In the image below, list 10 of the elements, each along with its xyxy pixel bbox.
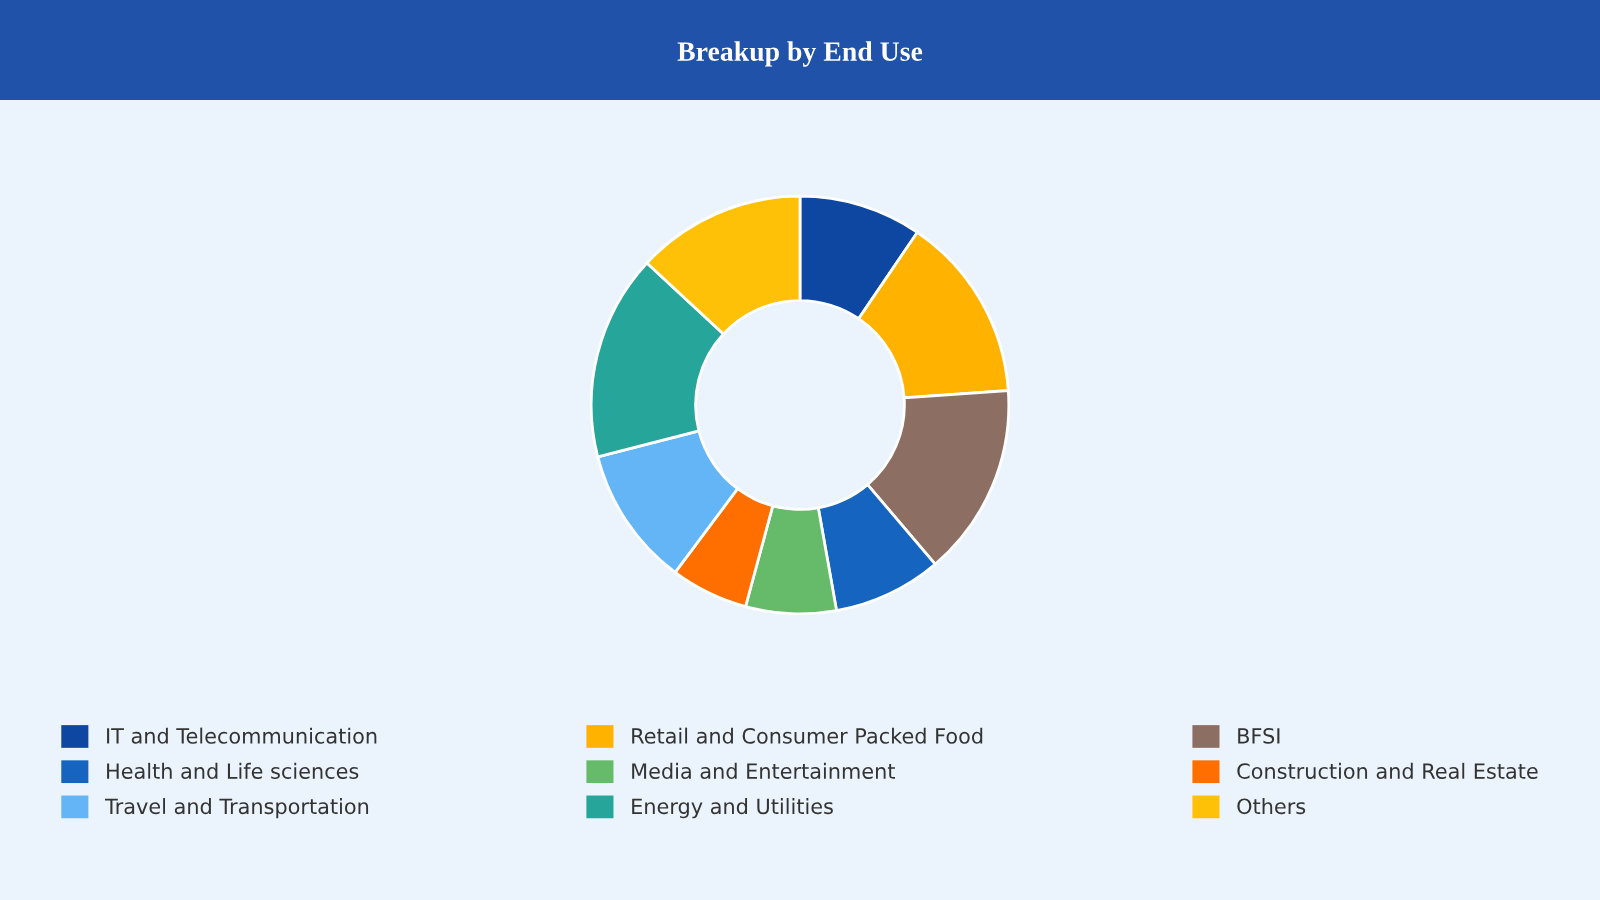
chart-title: Breakup by End Use <box>677 41 923 67</box>
legend-label: IT and Telecommunication <box>107 727 377 744</box>
legend-label: Energy and Utilities <box>632 798 833 819</box>
legend-label: BFSI <box>1238 728 1280 744</box>
legend-label: Construction and Real Estate <box>1237 762 1538 779</box>
legend-label: Travel and Transportation <box>104 798 369 819</box>
legend-label: Media and Entertainment <box>632 762 895 779</box>
legend-label: Others <box>1237 798 1306 815</box>
legend-label: Health and Life sciences <box>107 762 359 779</box>
legend-label: Retail and Consumer Packed Food <box>632 727 983 744</box>
